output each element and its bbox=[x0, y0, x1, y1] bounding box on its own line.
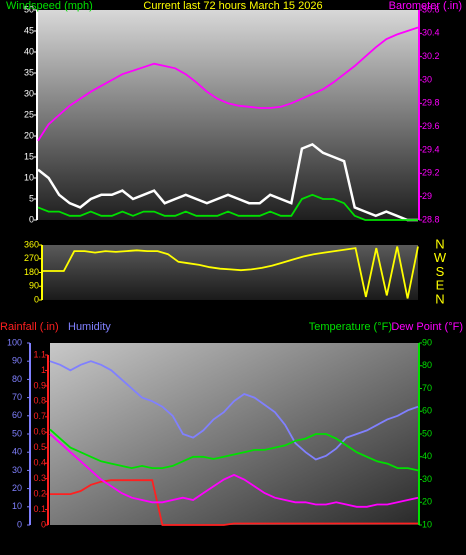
direction-label: W bbox=[434, 250, 447, 265]
y-tick-label: 100 bbox=[7, 337, 22, 347]
y-tick-label: 29.4 bbox=[422, 144, 440, 154]
y-tick-label: 1.1 bbox=[33, 349, 46, 359]
y-tick-label: 29 bbox=[422, 191, 432, 201]
data-line bbox=[49, 360, 419, 461]
y-tick-label: 60 bbox=[422, 406, 432, 416]
plot-area bbox=[43, 245, 418, 300]
y-tick-label: 180 bbox=[24, 267, 39, 277]
y-tick-label: 35 bbox=[24, 67, 34, 77]
y-tick-label: 0.4 bbox=[33, 458, 46, 468]
y-tick-label: 28.8 bbox=[422, 214, 440, 224]
y-tick-label: 30.4 bbox=[422, 28, 440, 38]
y-tick-label: 0 bbox=[29, 214, 34, 224]
y-tick-label: 90 bbox=[29, 281, 39, 291]
y-tick-label: 45 bbox=[24, 25, 34, 35]
direction-label: N bbox=[435, 291, 444, 306]
y-tick-label: 30 bbox=[422, 474, 432, 484]
x-tick-label: Day 15 bbox=[372, 227, 401, 237]
x-tick-label: Day 13 bbox=[119, 227, 148, 237]
y-tick-label: 30 bbox=[24, 88, 34, 98]
data-line bbox=[37, 193, 418, 221]
y-tick-label: 0.6 bbox=[33, 427, 46, 437]
y-tick-label: 5 bbox=[29, 193, 34, 203]
plot-area bbox=[50, 343, 418, 525]
y-tick-label: 0.1 bbox=[33, 504, 46, 514]
data-line bbox=[37, 26, 419, 142]
y-tick-label: 1 bbox=[41, 365, 46, 375]
y-tick-label: 20 bbox=[422, 497, 432, 507]
y-tick-label: 80 bbox=[422, 360, 432, 370]
y-tick-label: 60 bbox=[12, 410, 22, 420]
y-tick-label: 30.6 bbox=[422, 4, 440, 14]
y-tick-label: 30 bbox=[422, 74, 432, 84]
data-line bbox=[43, 246, 419, 299]
y-tick-label: 0 bbox=[41, 519, 46, 529]
y-tick-label: 10 bbox=[12, 501, 22, 511]
y-tick-label: 20 bbox=[12, 483, 22, 493]
legend-label: Rainfall (.in) bbox=[0, 321, 59, 333]
data-line bbox=[50, 479, 418, 526]
y-tick-label: 50 bbox=[12, 428, 22, 438]
y-tick-label: 30.2 bbox=[422, 51, 440, 61]
y-tick-label: 29.8 bbox=[422, 98, 440, 108]
y-tick-label: 40 bbox=[24, 46, 34, 56]
legend-label: Humidity bbox=[68, 321, 111, 333]
y-tick-label: 90 bbox=[12, 356, 22, 366]
x-tick-label: Day 14 bbox=[250, 532, 279, 542]
y-tick-label: 10 bbox=[24, 172, 34, 182]
x-tick-label: Day 13 bbox=[128, 532, 157, 542]
y-tick-label: 0.3 bbox=[33, 473, 46, 483]
y-tick-label: 360 bbox=[24, 239, 39, 249]
y-tick-label: 0 bbox=[17, 519, 22, 529]
chart-title: Current last 72 hours March 15 2026 bbox=[143, 0, 322, 12]
y-tick-label: 0 bbox=[34, 294, 39, 304]
y-tick-label: 0.9 bbox=[33, 380, 46, 390]
y-tick-label: 0.7 bbox=[33, 411, 46, 421]
x-tick-label: Day 15 bbox=[373, 532, 402, 542]
y-tick-label: 10 bbox=[422, 519, 432, 529]
direction-label: S bbox=[436, 264, 445, 279]
direction-label: N bbox=[435, 236, 444, 251]
plot-area bbox=[38, 10, 418, 220]
y-tick-label: 40 bbox=[422, 451, 432, 461]
y-tick-label: 70 bbox=[422, 383, 432, 393]
x-tick-label: Day 14 bbox=[245, 227, 274, 237]
y-tick-label: 90 bbox=[422, 337, 432, 347]
y-tick-label: 20 bbox=[24, 130, 34, 140]
y-tick-label: 0.2 bbox=[33, 488, 46, 498]
y-tick-label: 25 bbox=[24, 109, 34, 119]
data-line bbox=[37, 142, 418, 222]
direction-label: E bbox=[436, 278, 445, 293]
legend-label: Barometer (.in) bbox=[389, 0, 462, 12]
y-tick-label: 0.5 bbox=[33, 442, 46, 452]
y-tick-label: 80 bbox=[12, 374, 22, 384]
y-tick-label: 40 bbox=[12, 447, 22, 457]
y-tick-label: 70 bbox=[12, 392, 22, 402]
y-tick-label: 0.8 bbox=[33, 396, 46, 406]
legend-label: Dew Point (°F) bbox=[391, 321, 463, 333]
y-tick-label: 29.6 bbox=[422, 121, 440, 131]
y-tick-label: 50 bbox=[422, 428, 432, 438]
data-line bbox=[49, 433, 419, 508]
y-tick-label: 29.2 bbox=[422, 168, 440, 178]
y-tick-label: 30 bbox=[12, 465, 22, 475]
y-tick-label: 270 bbox=[24, 253, 39, 263]
y-tick-label: 50 bbox=[24, 4, 34, 14]
data-line bbox=[49, 428, 419, 472]
legend-label: Windspeed (mph) bbox=[6, 0, 93, 12]
y-tick-label: 15 bbox=[24, 151, 34, 161]
legend-label: Temperature (°F) bbox=[309, 321, 392, 333]
